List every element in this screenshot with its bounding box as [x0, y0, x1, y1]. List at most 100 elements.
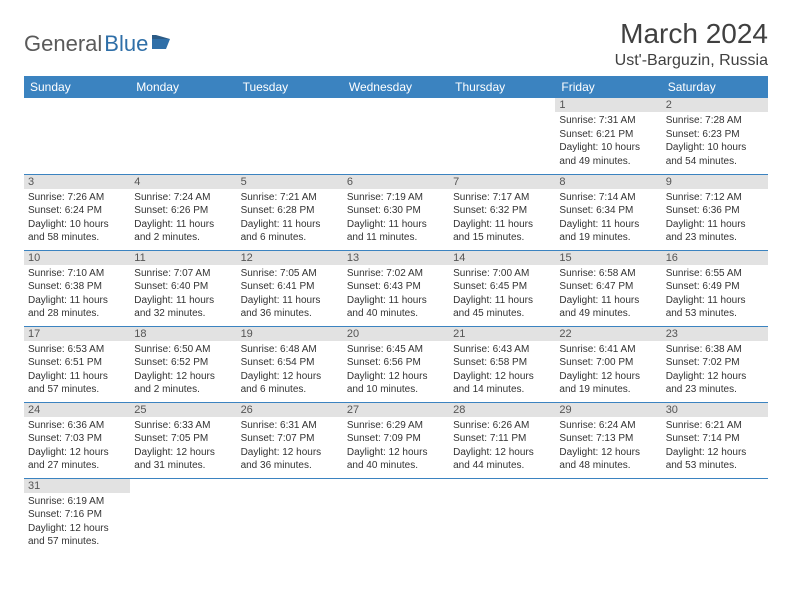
- calendar-cell: 9 Sunrise: 7:12 AMSunset: 6:36 PMDaylight…: [662, 174, 768, 250]
- sunset-text: Sunset: 6:26 PM: [134, 204, 232, 218]
- sunrise-text: Sunrise: 6:45 AM: [347, 343, 445, 357]
- weekday-header: Saturday: [662, 76, 768, 98]
- daylight-text: Daylight: 12 hours and 57 minutes.: [28, 522, 126, 549]
- daylight-text: Daylight: 11 hours and 49 minutes.: [559, 294, 657, 321]
- sunset-text: Sunset: 6:24 PM: [28, 204, 126, 218]
- sunset-text: Sunset: 7:09 PM: [347, 432, 445, 446]
- sunset-text: Sunset: 7:05 PM: [134, 432, 232, 446]
- sunrise-text: Sunrise: 7:05 AM: [241, 267, 339, 281]
- day-number: 14: [449, 251, 555, 265]
- sunrise-text: Sunrise: 6:48 AM: [241, 343, 339, 357]
- day-number: 10: [24, 251, 130, 265]
- calendar-cell: 30Sunrise: 6:21 AMSunset: 7:14 PMDayligh…: [662, 402, 768, 478]
- calendar-cell: 1Sunrise: 7:31 AMSunset: 6:21 PMDaylight…: [555, 98, 661, 174]
- calendar-cell: 8Sunrise: 7:14 AMSunset: 6:34 PMDaylight…: [555, 174, 661, 250]
- daylight-text: Daylight: 11 hours and 23 minutes.: [666, 218, 764, 245]
- calendar-cell: [449, 478, 555, 554]
- logo-text-blue: Blue: [104, 31, 148, 57]
- calendar-cell: 23 Sunrise: 6:38 AMSunset: 7:02 PMDayligh…: [662, 326, 768, 402]
- calendar-cell: [449, 98, 555, 174]
- sunset-text: Sunset: 7:03 PM: [28, 432, 126, 446]
- page-header: General Blue March 2024 Ust'-Barguzin, R…: [24, 18, 768, 70]
- flag-icon: [152, 29, 174, 43]
- day-number: 19: [237, 327, 343, 341]
- calendar-cell: [130, 478, 236, 554]
- sunrise-text: Sunrise: 7:21 AM: [241, 191, 339, 205]
- sunset-text: Sunset: 7:07 PM: [241, 432, 339, 446]
- sunrise-text: Sunrise: 7:07 AM: [134, 267, 232, 281]
- calendar-cell: 24Sunrise: 6:36 AMSunset: 7:03 PMDayligh…: [24, 402, 130, 478]
- day-number: 23: [662, 327, 768, 341]
- daylight-text: Daylight: 12 hours and 2 minutes.: [134, 370, 232, 397]
- day-number: 9: [662, 175, 768, 189]
- location-label: Ust'-Barguzin, Russia: [615, 52, 768, 70]
- sunset-text: Sunset: 7:00 PM: [559, 356, 657, 370]
- sunset-text: Sunset: 7:11 PM: [453, 432, 551, 446]
- calendar-cell: 21Sunrise: 6:43 AMSunset: 6:58 PMDayligh…: [449, 326, 555, 402]
- weekday-header: Tuesday: [237, 76, 343, 98]
- calendar-cell: 25Sunrise: 6:33 AMSunset: 7:05 PMDayligh…: [130, 402, 236, 478]
- day-number: 7: [449, 175, 555, 189]
- daylight-text: Daylight: 12 hours and 36 minutes.: [241, 446, 339, 473]
- sunrise-text: Sunrise: 7:10 AM: [28, 267, 126, 281]
- calendar-cell: 18Sunrise: 6:50 AMSunset: 6:52 PMDayligh…: [130, 326, 236, 402]
- sunset-text: Sunset: 6:52 PM: [134, 356, 232, 370]
- sunset-text: Sunset: 6:40 PM: [134, 280, 232, 294]
- day-number: 30: [662, 403, 768, 417]
- sunrise-text: Sunrise: 7:12 AM: [666, 191, 764, 205]
- sunset-text: Sunset: 7:02 PM: [666, 356, 764, 370]
- daylight-text: Daylight: 12 hours and 10 minutes.: [347, 370, 445, 397]
- sunrise-text: Sunrise: 7:28 AM: [666, 114, 764, 128]
- sunrise-text: Sunrise: 6:53 AM: [28, 343, 126, 357]
- sunrise-text: Sunrise: 6:38 AM: [666, 343, 764, 357]
- sunrise-text: Sunrise: 6:31 AM: [241, 419, 339, 433]
- sunset-text: Sunset: 6:58 PM: [453, 356, 551, 370]
- daylight-text: Daylight: 12 hours and 23 minutes.: [666, 370, 764, 397]
- day-number: 4: [130, 175, 236, 189]
- calendar-cell: 5Sunrise: 7:21 AMSunset: 6:28 PMDaylight…: [237, 174, 343, 250]
- day-number: 5: [237, 175, 343, 189]
- calendar-cell: 11Sunrise: 7:07 AMSunset: 6:40 PMDayligh…: [130, 250, 236, 326]
- calendar-week-row: 24Sunrise: 6:36 AMSunset: 7:03 PMDayligh…: [24, 402, 768, 478]
- sunset-text: Sunset: 6:38 PM: [28, 280, 126, 294]
- month-title: March 2024: [615, 18, 768, 50]
- logo-text-general: General: [24, 31, 102, 57]
- sunset-text: Sunset: 6:34 PM: [559, 204, 657, 218]
- daylight-text: Daylight: 12 hours and 31 minutes.: [134, 446, 232, 473]
- daylight-text: Daylight: 11 hours and 6 minutes.: [241, 218, 339, 245]
- day-number: 20: [343, 327, 449, 341]
- sunset-text: Sunset: 6:36 PM: [666, 204, 764, 218]
- day-number: 3: [24, 175, 130, 189]
- daylight-text: Daylight: 11 hours and 53 minutes.: [666, 294, 764, 321]
- calendar-cell: 7Sunrise: 7:17 AMSunset: 6:32 PMDaylight…: [449, 174, 555, 250]
- weekday-header: Thursday: [449, 76, 555, 98]
- sunrise-text: Sunrise: 7:14 AM: [559, 191, 657, 205]
- day-number: 28: [449, 403, 555, 417]
- daylight-text: Daylight: 12 hours and 27 minutes.: [28, 446, 126, 473]
- day-number: 1: [555, 98, 661, 112]
- daylight-text: Daylight: 11 hours and 19 minutes.: [559, 218, 657, 245]
- sunrise-text: Sunrise: 7:26 AM: [28, 191, 126, 205]
- calendar-cell: 14Sunrise: 7:00 AMSunset: 6:45 PMDayligh…: [449, 250, 555, 326]
- calendar-body: 1Sunrise: 7:31 AMSunset: 6:21 PMDaylight…: [24, 98, 768, 554]
- calendar-cell: 15Sunrise: 6:58 AMSunset: 6:47 PMDayligh…: [555, 250, 661, 326]
- sunrise-text: Sunrise: 6:21 AM: [666, 419, 764, 433]
- day-number: 31: [24, 479, 130, 493]
- calendar-cell: 20Sunrise: 6:45 AMSunset: 6:56 PMDayligh…: [343, 326, 449, 402]
- logo: General Blue: [24, 31, 174, 57]
- calendar-cell: 2Sunrise: 7:28 AMSunset: 6:23 PMDaylight…: [662, 98, 768, 174]
- daylight-text: Daylight: 11 hours and 2 minutes.: [134, 218, 232, 245]
- sunrise-text: Sunrise: 6:43 AM: [453, 343, 551, 357]
- weekday-header: Monday: [130, 76, 236, 98]
- calendar-cell: 4Sunrise: 7:24 AMSunset: 6:26 PMDaylight…: [130, 174, 236, 250]
- day-number: 29: [555, 403, 661, 417]
- calendar-cell: 22Sunrise: 6:41 AMSunset: 7:00 PMDayligh…: [555, 326, 661, 402]
- daylight-text: Daylight: 10 hours and 54 minutes.: [666, 141, 764, 168]
- daylight-text: Daylight: 12 hours and 44 minutes.: [453, 446, 551, 473]
- sunset-text: Sunset: 6:21 PM: [559, 128, 657, 142]
- calendar-week-row: 1Sunrise: 7:31 AMSunset: 6:21 PMDaylight…: [24, 98, 768, 174]
- day-number: 18: [130, 327, 236, 341]
- calendar-cell: 12Sunrise: 7:05 AMSunset: 6:41 PMDayligh…: [237, 250, 343, 326]
- sunrise-text: Sunrise: 7:02 AM: [347, 267, 445, 281]
- day-number: 27: [343, 403, 449, 417]
